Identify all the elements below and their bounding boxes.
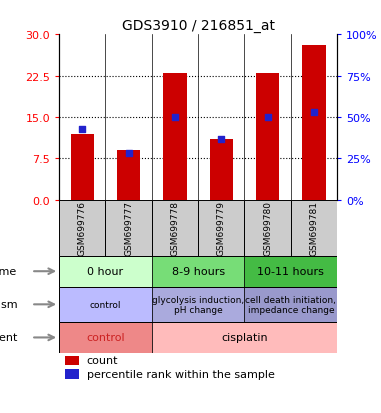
Title: GDS3910 / 216851_at: GDS3910 / 216851_at — [122, 19, 275, 33]
Bar — [210, 140, 233, 200]
Text: agent: agent — [0, 332, 18, 343]
Bar — [245, 200, 291, 256]
Text: cell death initiation,
impedance change: cell death initiation, impedance change — [245, 295, 336, 314]
Point — [311, 109, 317, 116]
Text: 10-11 hours: 10-11 hours — [258, 266, 324, 277]
Bar — [65, 356, 78, 365]
Text: cisplatin: cisplatin — [221, 332, 268, 343]
Text: GSM699780: GSM699780 — [263, 201, 272, 256]
Bar — [70, 134, 94, 200]
Text: 0 hour: 0 hour — [87, 266, 123, 277]
Text: control: control — [90, 300, 121, 309]
Text: count: count — [87, 355, 118, 366]
Point — [218, 136, 224, 142]
Bar — [106, 200, 152, 256]
Point — [79, 126, 85, 133]
Bar — [152, 200, 198, 256]
Bar — [152, 287, 245, 322]
Bar — [256, 74, 279, 200]
Bar — [163, 74, 187, 200]
Text: metabolism: metabolism — [0, 299, 18, 310]
Bar — [65, 369, 78, 379]
Point — [126, 151, 132, 157]
Text: 8-9 hours: 8-9 hours — [171, 266, 225, 277]
Bar — [303, 46, 326, 200]
Bar — [245, 287, 337, 322]
Bar — [291, 200, 337, 256]
Text: GSM699781: GSM699781 — [309, 201, 319, 256]
Text: percentile rank within the sample: percentile rank within the sample — [87, 369, 275, 379]
Bar — [59, 287, 152, 322]
Text: GSM699778: GSM699778 — [170, 201, 179, 256]
Text: time: time — [0, 266, 18, 277]
Bar — [59, 200, 106, 256]
Bar — [59, 322, 152, 353]
Text: control: control — [86, 332, 125, 343]
Point — [172, 114, 178, 121]
Bar — [245, 256, 337, 287]
Point — [264, 114, 271, 121]
Bar — [117, 151, 140, 200]
Text: GSM699779: GSM699779 — [217, 201, 226, 256]
Bar — [152, 322, 337, 353]
Text: GSM699776: GSM699776 — [78, 201, 87, 256]
Bar — [59, 256, 152, 287]
Bar — [198, 200, 245, 256]
Text: glycolysis induction,
pH change: glycolysis induction, pH change — [152, 295, 244, 314]
Bar — [152, 256, 245, 287]
Text: GSM699777: GSM699777 — [124, 201, 133, 256]
